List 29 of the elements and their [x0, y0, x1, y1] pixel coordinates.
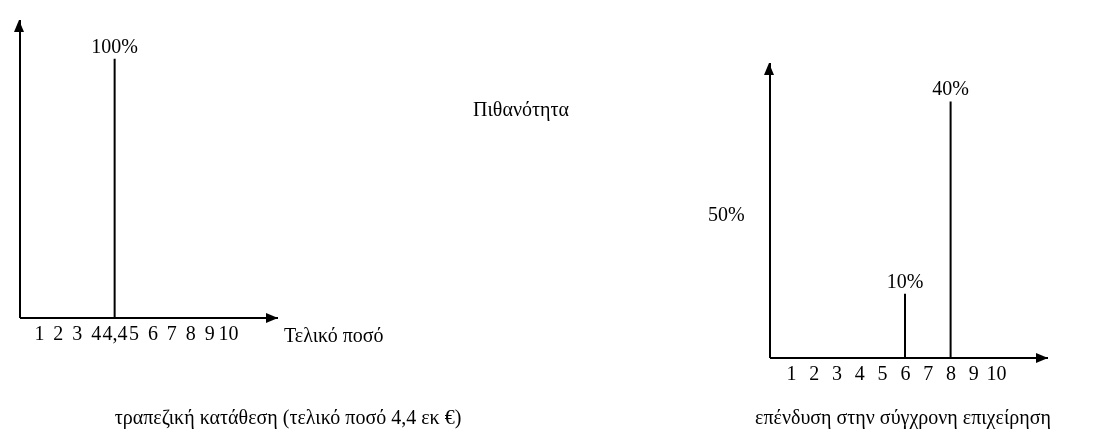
x-tick-label: 4	[91, 322, 102, 345]
data-label: 10%	[886, 269, 924, 292]
x-tick-label: 10	[218, 322, 239, 345]
data-label: 100%	[91, 34, 138, 57]
text: επένδυση στην σύγχρονη επιχείρηση	[754, 406, 1052, 429]
x-tick-label: 7	[166, 322, 177, 345]
x-tick-label: 8	[946, 362, 956, 385]
x-tick-label: 2	[809, 362, 820, 385]
x-tick-label: 7	[923, 362, 934, 385]
y-axis-title: Πιθανότητα	[473, 98, 569, 121]
text: τραπεζική κατάθεση (τελικό ποσό 4,4 εκ €)	[113, 406, 463, 429]
x-axis-title: Τελικό ποσό	[284, 324, 384, 347]
x-tick-label: 9	[968, 362, 979, 385]
x-tick-label: 3	[832, 362, 842, 385]
x-tick-label: 5	[877, 362, 888, 385]
data-label: 40%	[932, 77, 969, 100]
x-tick-label: 1	[786, 362, 797, 385]
x-tick-label: 10	[986, 362, 1007, 385]
x-tick-label: 4,4	[102, 322, 128, 345]
x-tick-label: 8	[185, 322, 196, 345]
x-tick-label: 5	[129, 322, 139, 345]
text: 50%	[708, 203, 745, 226]
x-tick-label: 1	[34, 322, 45, 345]
x-tick-label: 3	[72, 322, 83, 345]
x-tick-label: 4	[854, 362, 865, 385]
x-tick-label: 2	[53, 322, 64, 345]
x-tick-label: 9	[204, 322, 215, 345]
x-tick-label: 6	[900, 362, 911, 385]
x-tick-label: 6	[147, 322, 158, 345]
